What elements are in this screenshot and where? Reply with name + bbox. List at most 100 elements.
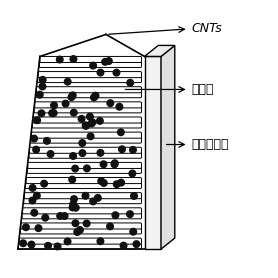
Circle shape — [70, 153, 76, 159]
FancyBboxPatch shape — [19, 238, 142, 244]
FancyBboxPatch shape — [28, 162, 142, 168]
Circle shape — [97, 150, 104, 156]
FancyBboxPatch shape — [21, 223, 142, 229]
Circle shape — [118, 129, 124, 136]
FancyBboxPatch shape — [32, 122, 142, 128]
Circle shape — [29, 185, 36, 191]
Circle shape — [127, 80, 133, 86]
Circle shape — [120, 242, 127, 249]
Circle shape — [97, 238, 104, 245]
Circle shape — [29, 197, 36, 204]
Circle shape — [86, 113, 93, 120]
FancyBboxPatch shape — [24, 193, 142, 199]
Circle shape — [83, 122, 89, 129]
Polygon shape — [145, 56, 161, 249]
Circle shape — [61, 213, 68, 219]
Circle shape — [42, 214, 49, 221]
Circle shape — [20, 240, 26, 247]
Circle shape — [71, 109, 77, 116]
Circle shape — [35, 225, 42, 232]
FancyBboxPatch shape — [40, 56, 142, 63]
Circle shape — [64, 78, 71, 85]
Circle shape — [64, 238, 71, 245]
Circle shape — [79, 140, 86, 146]
Circle shape — [116, 103, 123, 110]
Circle shape — [69, 204, 76, 211]
Circle shape — [106, 58, 112, 64]
Circle shape — [89, 119, 96, 125]
FancyBboxPatch shape — [23, 208, 142, 214]
Circle shape — [44, 138, 50, 144]
Circle shape — [77, 227, 83, 233]
Circle shape — [39, 76, 46, 83]
Circle shape — [130, 147, 136, 153]
Circle shape — [111, 160, 118, 167]
Circle shape — [31, 135, 38, 142]
FancyBboxPatch shape — [31, 132, 142, 138]
Circle shape — [57, 213, 63, 219]
Circle shape — [70, 56, 77, 62]
Circle shape — [54, 243, 61, 250]
Circle shape — [100, 161, 107, 168]
FancyBboxPatch shape — [36, 92, 142, 98]
Circle shape — [119, 146, 125, 153]
Circle shape — [62, 100, 69, 107]
Circle shape — [47, 151, 54, 157]
Circle shape — [83, 220, 90, 227]
Circle shape — [102, 58, 108, 65]
Circle shape — [111, 161, 118, 168]
Circle shape — [84, 165, 90, 172]
Circle shape — [34, 192, 40, 199]
FancyBboxPatch shape — [33, 117, 142, 123]
Circle shape — [49, 110, 55, 116]
Circle shape — [39, 83, 46, 90]
FancyBboxPatch shape — [26, 178, 142, 183]
Circle shape — [70, 92, 76, 99]
Circle shape — [50, 110, 57, 116]
Circle shape — [71, 196, 77, 202]
FancyBboxPatch shape — [34, 107, 142, 113]
Circle shape — [113, 69, 120, 76]
Circle shape — [131, 193, 137, 199]
Circle shape — [127, 211, 133, 217]
Circle shape — [91, 94, 97, 101]
FancyBboxPatch shape — [38, 76, 142, 83]
Circle shape — [95, 195, 101, 201]
Circle shape — [107, 223, 113, 230]
FancyBboxPatch shape — [27, 167, 142, 173]
Circle shape — [69, 176, 76, 183]
Circle shape — [79, 150, 86, 157]
Circle shape — [28, 241, 35, 248]
Circle shape — [70, 201, 76, 207]
Circle shape — [72, 220, 79, 227]
Circle shape — [56, 56, 63, 63]
Circle shape — [112, 212, 119, 219]
Circle shape — [87, 133, 94, 140]
Circle shape — [90, 62, 96, 69]
Circle shape — [113, 181, 120, 188]
Circle shape — [88, 120, 95, 127]
Polygon shape — [161, 45, 175, 249]
Circle shape — [107, 100, 114, 106]
FancyBboxPatch shape — [36, 87, 142, 93]
Circle shape — [31, 209, 38, 216]
Circle shape — [97, 69, 104, 76]
Circle shape — [38, 110, 45, 116]
Circle shape — [36, 91, 43, 98]
Circle shape — [101, 180, 107, 186]
FancyBboxPatch shape — [35, 102, 142, 108]
Polygon shape — [145, 45, 175, 56]
Circle shape — [82, 192, 89, 199]
Circle shape — [73, 204, 79, 211]
FancyBboxPatch shape — [38, 71, 142, 78]
Circle shape — [23, 224, 29, 230]
Text: 碳纤维基体: 碳纤维基体 — [191, 138, 229, 151]
Circle shape — [51, 102, 57, 109]
Circle shape — [34, 117, 40, 123]
Circle shape — [118, 179, 125, 186]
FancyBboxPatch shape — [31, 137, 142, 143]
Text: 催化剂: 催化剂 — [191, 83, 214, 96]
FancyBboxPatch shape — [39, 61, 142, 68]
FancyBboxPatch shape — [19, 243, 142, 249]
FancyBboxPatch shape — [22, 213, 142, 219]
